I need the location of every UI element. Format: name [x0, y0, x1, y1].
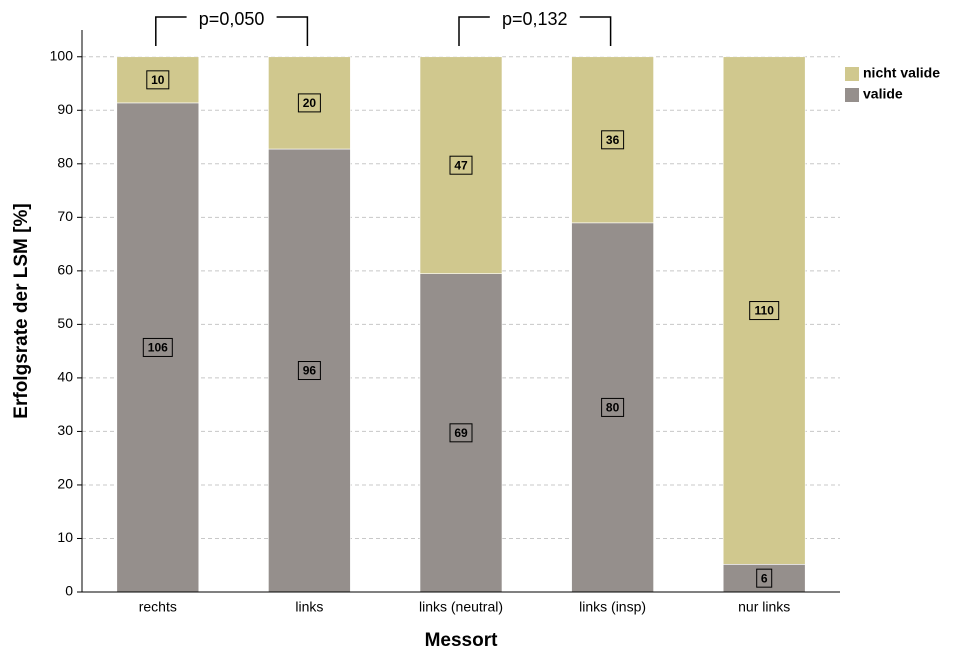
data-label: 20 — [303, 96, 317, 110]
y-tick-label: 100 — [50, 47, 74, 63]
data-label-box — [756, 568, 773, 588]
bar-segment — [571, 56, 654, 224]
y-tick-label: 10 — [57, 529, 73, 545]
x-tick-label: nur links — [738, 599, 790, 615]
bar-segment — [116, 102, 200, 593]
data-label: 10 — [151, 73, 165, 87]
bar-segment — [268, 148, 351, 593]
y-tick-label: 50 — [57, 315, 73, 331]
bar-segment — [268, 56, 351, 150]
data-label: 110 — [755, 304, 775, 318]
y-tick-label: 80 — [57, 155, 73, 171]
y-tick-label: 20 — [57, 476, 73, 492]
legend-swatch — [845, 67, 859, 81]
data-label-box — [297, 93, 321, 113]
x-tick-label: links (insp) — [579, 599, 646, 615]
y-tick-label: 0 — [65, 583, 73, 599]
legend-swatch — [845, 88, 859, 102]
bar-segment — [419, 273, 503, 593]
data-label-box — [146, 70, 170, 90]
data-label-box — [601, 397, 625, 417]
data-label-box — [297, 361, 321, 381]
data-label-box — [749, 301, 780, 321]
y-tick-label: 30 — [57, 422, 73, 438]
annotation: p=0,050 — [199, 9, 265, 29]
bracket — [155, 16, 309, 46]
data-label-box — [142, 337, 173, 357]
bar-segment — [571, 222, 654, 593]
x-axis-title: Messort — [425, 630, 499, 651]
data-label: 6 — [761, 571, 768, 585]
legend-label: valide — [863, 86, 903, 102]
legend-label: nicht valide — [863, 65, 940, 81]
data-label: 96 — [303, 364, 317, 378]
y-tick-label: 90 — [57, 101, 73, 117]
data-label-box — [449, 155, 473, 175]
bar-segment — [419, 56, 503, 274]
data-label: 69 — [454, 426, 468, 440]
data-label: 106 — [148, 341, 168, 355]
data-label: 47 — [454, 158, 468, 172]
data-label: 80 — [606, 401, 620, 415]
x-tick-label: links — [295, 599, 323, 615]
data-label: 36 — [606, 133, 620, 147]
bar-segment — [722, 56, 806, 565]
y-tick-label: 70 — [57, 208, 73, 224]
y-tick-label: 60 — [57, 262, 73, 278]
bar-segment — [116, 56, 200, 104]
x-tick-label: links (neutral) — [419, 599, 503, 615]
y-axis-title: Erfolgsrate der LSM [%] — [11, 203, 32, 418]
bracket — [458, 16, 612, 46]
y-tick-label: 40 — [57, 369, 73, 385]
x-tick-label: rechts — [139, 599, 177, 615]
data-label-box — [449, 423, 473, 443]
annotation: p=0,132 — [502, 9, 568, 29]
data-label-box — [601, 130, 625, 150]
